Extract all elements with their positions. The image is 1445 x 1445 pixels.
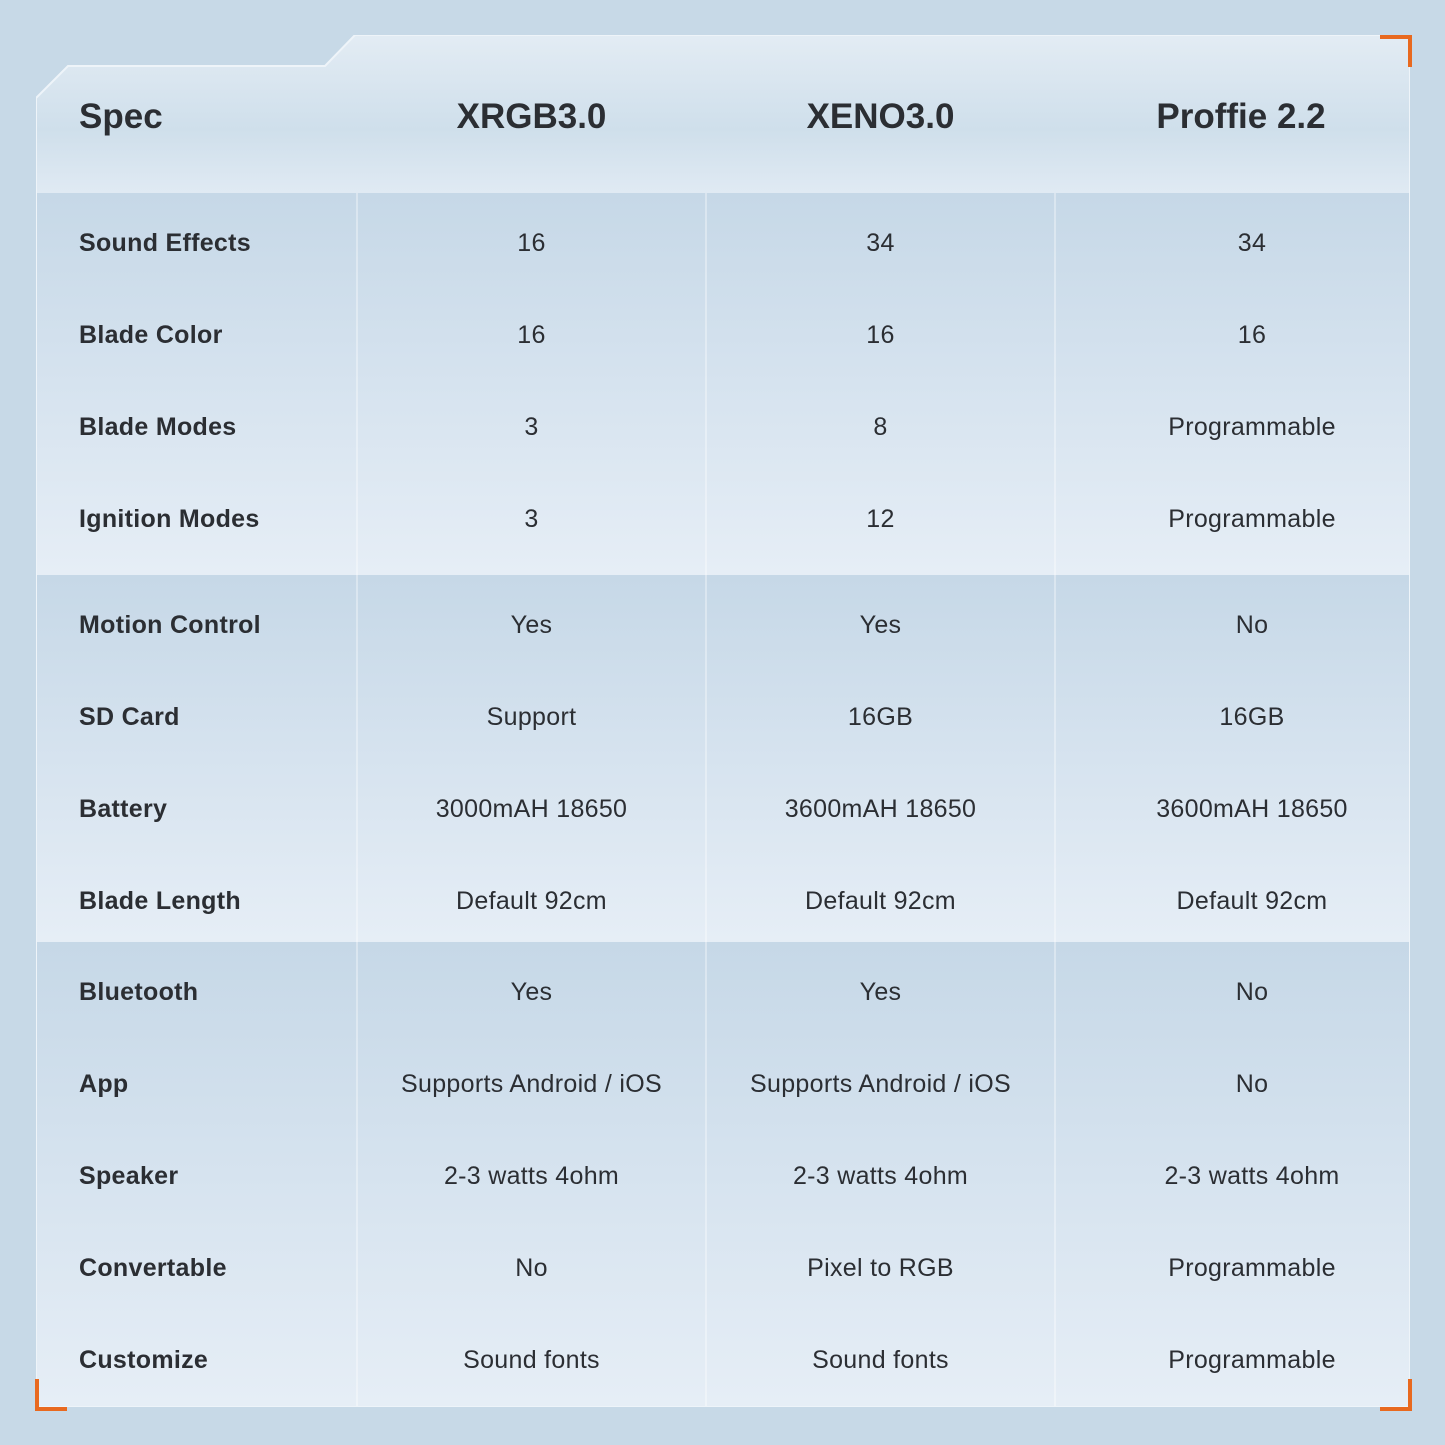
table-row: SD Card Support 16GB 16GB (36, 671, 1410, 763)
spec-value: 16GB (847, 703, 914, 731)
header-spec: Spec (79, 97, 163, 136)
spec-value: Programmable (1168, 505, 1336, 533)
spec-value: Yes (859, 978, 902, 1006)
spec-value: 3 (524, 413, 539, 441)
spec-value: 2-3 watts 4ohm (443, 1162, 620, 1190)
spec-value: No (515, 1254, 548, 1282)
spec-label: Customize (79, 1346, 209, 1374)
spec-label: Sound Effects (79, 229, 251, 257)
spec-value: Pixel to RGB (807, 1254, 954, 1282)
header-xeno: XENO3.0 (806, 97, 955, 136)
header-proffie: Proffie 2.2 (1156, 97, 1326, 136)
spec-value: Yes (510, 611, 553, 639)
spec-label: App (79, 1070, 129, 1098)
spec-label: Speaker (79, 1162, 179, 1190)
spec-value: 3000mAH 18650 (435, 795, 628, 823)
table-row: Speaker 2-3 watts 4ohm 2-3 watts 4ohm 2-3 w… (36, 1130, 1410, 1222)
spec-value: 16GB (1219, 703, 1285, 731)
spec-label: Blade Length (79, 887, 241, 915)
spec-value: 3600mAH 18650 (1156, 795, 1348, 823)
table-header: Spec XRGB3.0 XENO3.0 Proffie 2.2 (36, 35, 1410, 195)
spec-label: SD Card (79, 703, 180, 731)
spec-value: Default 92cm (456, 887, 607, 915)
spec-value: No (1235, 978, 1269, 1006)
spec-value: Programmable (1168, 1254, 1336, 1282)
header-xrgb: XRGB3.0 (456, 97, 607, 136)
spec-label: Convertable (79, 1254, 227, 1282)
spec-value: 12 (866, 505, 895, 533)
spec-value: Programmable (1168, 413, 1336, 441)
spec-value: Supports Android / iOS (401, 1070, 662, 1098)
spec-value: No (1235, 611, 1269, 639)
spec-value: Sound fonts (812, 1346, 949, 1374)
table-row: Customize Sound fonts Sound fonts Programma… (36, 1314, 1410, 1406)
table-row: App Supports Android / iOS Supports Androi… (36, 1038, 1410, 1130)
spec-value: 16 (517, 321, 546, 349)
table-row: Motion Control Yes Yes No (36, 579, 1410, 671)
spec-value: 3600mAH 18650 (784, 795, 977, 823)
spec-value: Yes (510, 978, 553, 1006)
spec-label: Ignition Modes (79, 505, 260, 533)
spec-value: 34 (866, 229, 895, 257)
table-row: Blade Modes 3 8 Programmable (36, 381, 1410, 473)
spec-value: 16 (517, 229, 546, 257)
spec-label: Blade Color (79, 321, 223, 349)
table-row: Ignition Modes 3 12 Programmable (36, 473, 1410, 565)
spec-value: No (1235, 1070, 1269, 1098)
spec-value: Sound fonts (463, 1346, 600, 1374)
spec-value: Support (486, 703, 577, 731)
corner-accent-bottom-right (1380, 1379, 1412, 1411)
spec-value: Default 92cm (1176, 887, 1328, 915)
comparison-table: Spec XRGB3.0 XENO3.0 Proffie 2.2 Sound E… (36, 35, 1410, 1407)
spec-value: Supports Android / iOS (750, 1070, 1011, 1098)
table-row: Bluetooth Yes Yes No (36, 946, 1410, 1038)
spec-label: Bluetooth (79, 978, 199, 1006)
spec-value: 2-3 watts 4ohm (792, 1162, 969, 1190)
spec-value: 16 (1237, 321, 1267, 349)
table-row: Battery 3000mAH 18650 3600mAH 18650 3600mAH… (36, 763, 1410, 855)
corner-accent-top-right (1380, 35, 1412, 67)
spec-label: Blade Modes (79, 413, 237, 441)
table-row: Convertable No Pixel to RGB Programmable (36, 1222, 1410, 1314)
spec-value: Default 92cm (805, 887, 956, 915)
corner-accent-bottom-left (35, 1379, 67, 1411)
table-row: Blade Length Default 92cm Default 92cm Defa… (36, 855, 1410, 947)
spec-label: Battery (79, 795, 168, 823)
spec-label: Motion Control (79, 611, 261, 639)
table-row: Blade Color 16 16 16 (36, 289, 1410, 381)
table-row: Sound Effects 16 34 34 (36, 197, 1410, 289)
spec-value: 34 (1237, 229, 1267, 257)
spec-value: 2-3 watts 4ohm (1164, 1162, 1340, 1190)
spec-value: Yes (859, 611, 902, 639)
spec-value: 3 (524, 505, 539, 533)
spec-value: 16 (866, 321, 895, 349)
spec-value: 8 (873, 413, 888, 441)
